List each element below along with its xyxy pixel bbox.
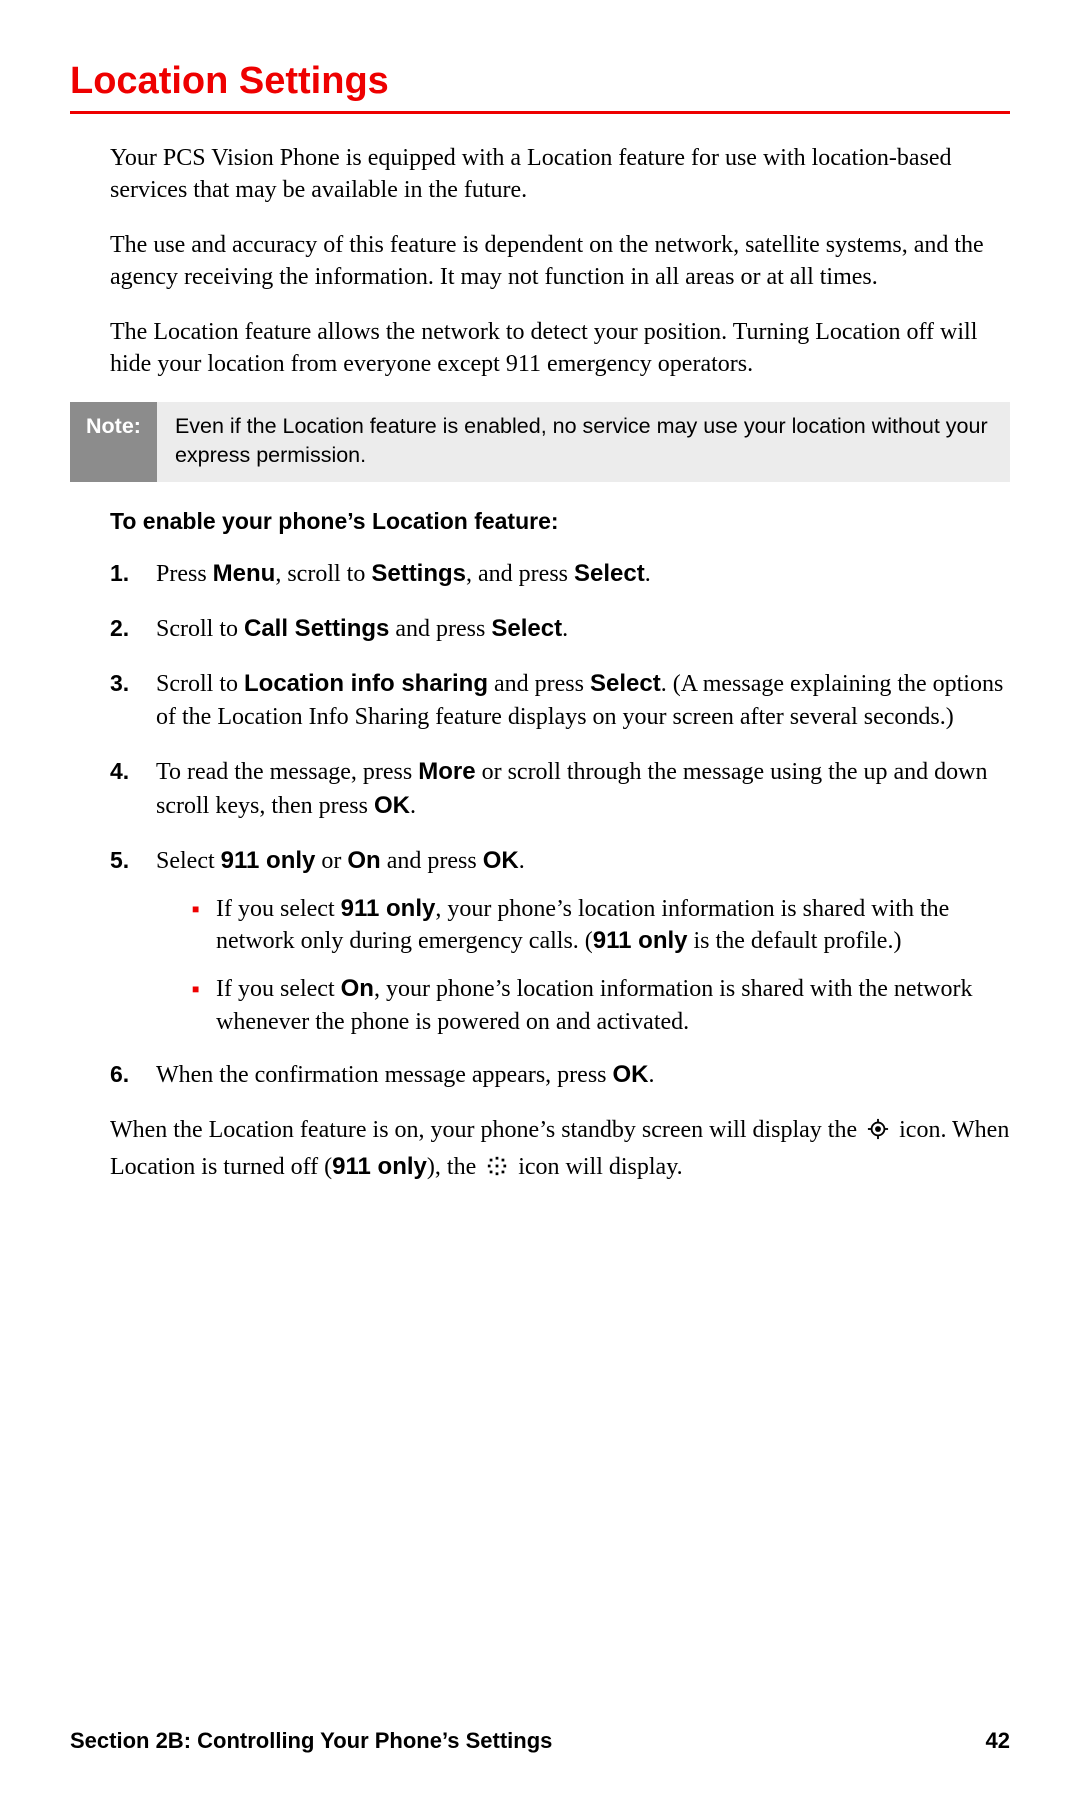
on-bold: On (347, 847, 380, 874)
step-5: Select 911 only or On and press OK. If y… (110, 844, 1010, 1038)
page-footer: Section 2B: Controlling Your Phone’s Set… (70, 1728, 1010, 1754)
intro-para-1: Your PCS Vision Phone is equipped with a… (110, 142, 1010, 207)
step-3: Scroll to Location info sharing and pres… (110, 667, 1010, 735)
steps-heading: To enable your phone’s Location feature: (110, 508, 1010, 535)
step-2: Scroll to Call Settings and press Select… (110, 612, 1010, 647)
step-1-text: Press (156, 561, 213, 587)
step-4: To read the message, press More or scrol… (110, 755, 1010, 824)
footer-section: Section 2B: Controlling Your Phone’s Set… (70, 1728, 552, 1754)
911-only-bold: 911 only (221, 847, 316, 874)
step-1: Press Menu, scroll to Settings, and pres… (110, 557, 1010, 592)
title-rule (70, 111, 1010, 114)
sub-911-only: If you select 911 only, your phone’s loc… (192, 893, 1010, 958)
menu-bold: Menu (213, 560, 276, 587)
ok-bold: OK (374, 792, 410, 819)
location-info-bold: Location info sharing (244, 670, 488, 697)
settings-bold: Settings (371, 560, 466, 587)
call-settings-bold: Call Settings (244, 615, 389, 642)
select-bold: Select (574, 560, 645, 587)
note-label: Note: (70, 402, 157, 482)
more-bold: More (418, 758, 475, 785)
step-5-sublist: If you select 911 only, your phone’s loc… (156, 893, 1010, 1039)
steps-list: Press Menu, scroll to Settings, and pres… (110, 557, 1010, 1092)
step-6: When the confirmation message appears, p… (110, 1058, 1010, 1093)
note-text: Even if the Location feature is enabled,… (157, 402, 1010, 482)
intro-para-2: The use and accuracy of this feature is … (110, 229, 1010, 294)
page-title: Location Settings (70, 60, 1010, 103)
sub-on: If you select On, your phone’s location … (192, 973, 1010, 1038)
footer-page-number: 42 (986, 1728, 1010, 1754)
location-on-icon (867, 1116, 889, 1151)
note-box: Note: Even if the Location feature is en… (70, 402, 1010, 482)
intro-para-3: The Location feature allows the network … (110, 316, 1010, 381)
location-off-icon (486, 1153, 508, 1188)
closing-paragraph: When the Location feature is on, your ph… (110, 1113, 1010, 1189)
